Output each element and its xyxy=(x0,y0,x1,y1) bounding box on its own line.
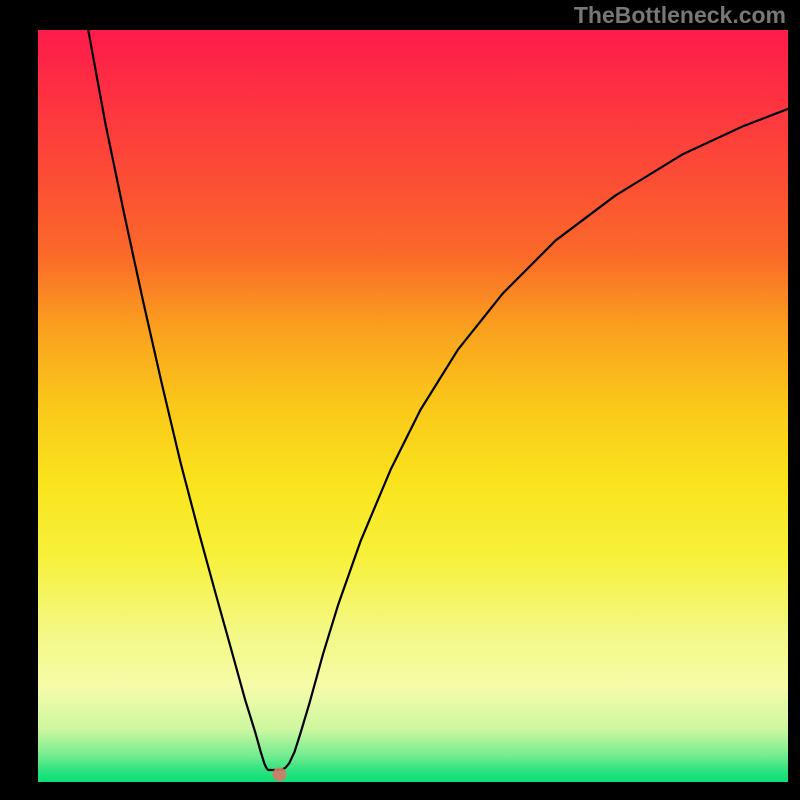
watermark-label: TheBottleneck.com xyxy=(574,2,786,29)
chart-frame: TheBottleneck.com xyxy=(0,0,800,800)
plot-area xyxy=(38,30,788,782)
bottleneck-curve xyxy=(88,30,788,770)
curve-layer xyxy=(38,30,788,782)
optimal-point-marker xyxy=(273,767,287,781)
